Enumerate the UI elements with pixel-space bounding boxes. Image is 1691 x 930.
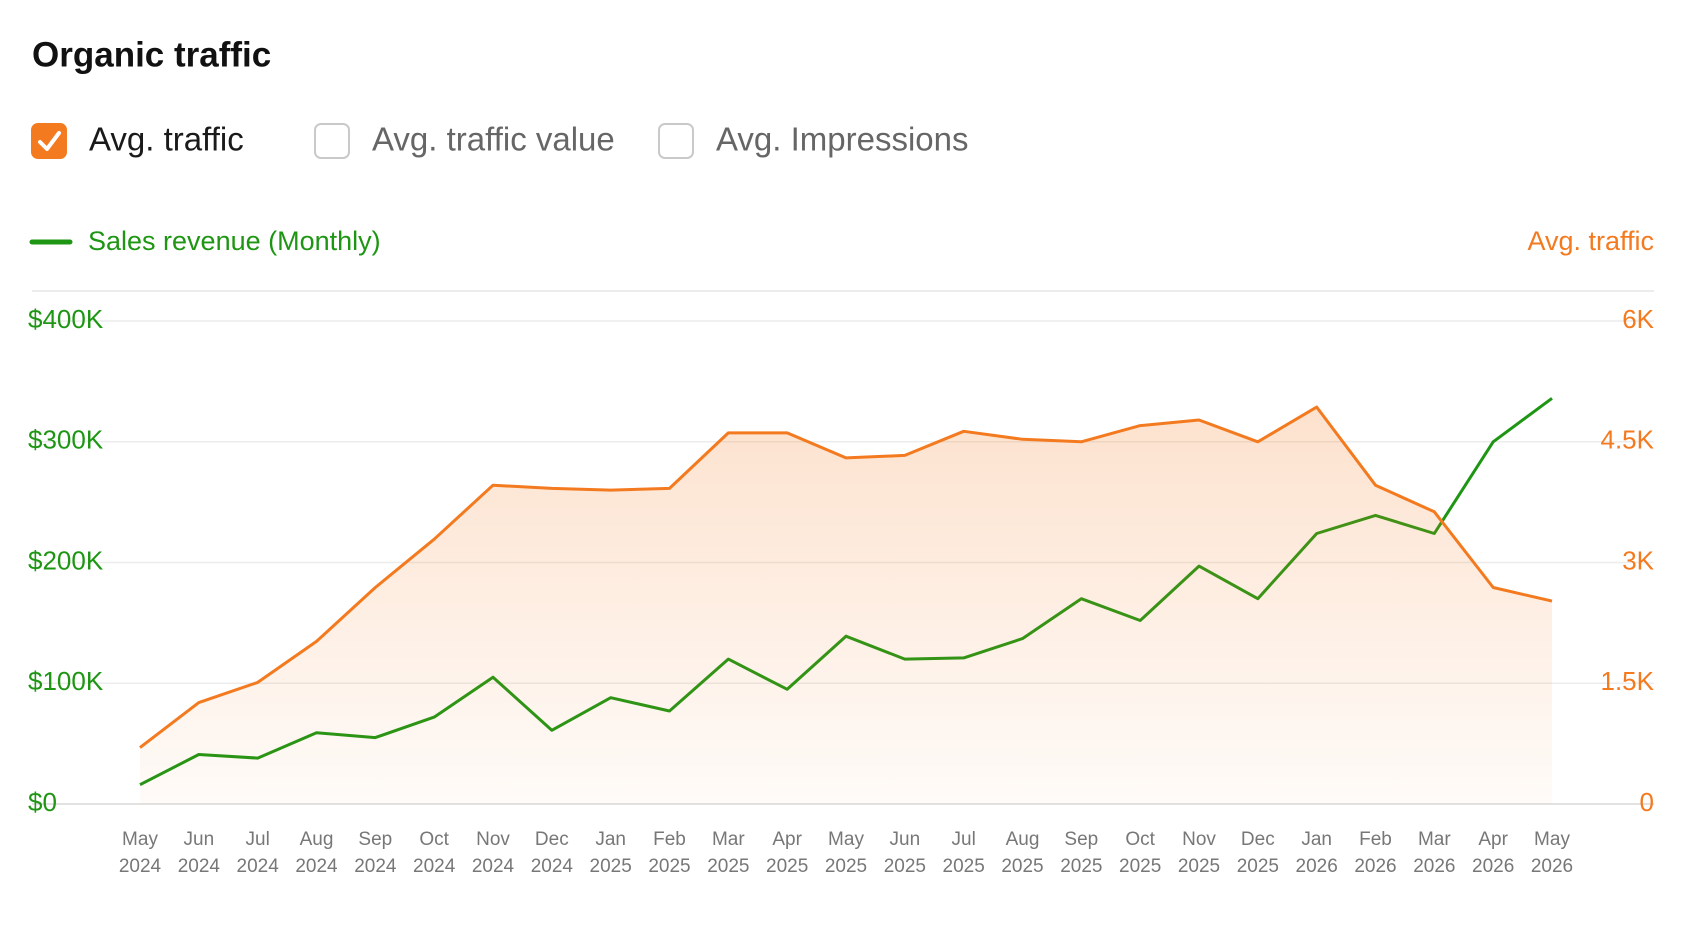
x-tick-label: May 2024 (119, 829, 162, 877)
y2-tick-label: 1.5K (1601, 666, 1655, 696)
checkbox-box[interactable] (658, 123, 694, 159)
x-tick-label: Jul 2025 (943, 829, 985, 877)
checkbox-box[interactable] (31, 123, 67, 159)
checkbox-label[interactable]: Avg. Impressions (716, 121, 969, 158)
x-tick-label: Aug 2024 (295, 829, 338, 877)
area (140, 407, 1552, 804)
x-tick-label: Jun 2025 (884, 829, 926, 877)
checkbox[interactable]: Avg. traffic value (314, 121, 615, 159)
x-tick-label: Jan 2025 (590, 829, 632, 877)
y-tick-label: $300K (28, 425, 104, 455)
x-tick-label: Aug 2025 (1001, 829, 1043, 877)
line (139, 405, 1553, 749)
x-tick-label: Dec 2025 (1237, 829, 1279, 877)
x-tick-label: Jan 2026 (1296, 829, 1338, 877)
legend-label: Sales revenue (Monthly) (88, 226, 381, 256)
y2-tick-label: 6K (1622, 304, 1654, 334)
x-tick-label: Apr 2026 (1472, 829, 1514, 877)
x-tick-label: May 2025 (825, 829, 867, 877)
y-tick-label: $100K (28, 666, 104, 696)
x-tick-label: May 2026 (1531, 829, 1573, 877)
chart-title: Organic traffic (32, 35, 271, 74)
x-tick-label: Sep 2025 (1060, 829, 1102, 877)
x-tick-label: Mar 2025 (707, 829, 749, 877)
x-tick-label: Feb 2025 (648, 829, 690, 877)
checkbox-label[interactable]: Avg. traffic (89, 121, 244, 158)
checkbox[interactable]: Avg. Impressions (658, 121, 969, 159)
y2-tick-label: 3K (1622, 545, 1654, 575)
y2-tick-label: 4.5K (1601, 425, 1655, 455)
y-tick-label: $0 (28, 787, 57, 817)
checkbox[interactable]: Avg. traffic (31, 121, 244, 159)
x-tick-label: Jul 2024 (237, 829, 280, 877)
x-tick-label: Sep 2024 (354, 829, 397, 877)
x-tick-label: Oct 2025 (1119, 829, 1161, 877)
y-tick-label: $200K (28, 545, 104, 575)
checkbox-box[interactable] (314, 123, 350, 159)
x-tick-label: Nov 2024 (472, 829, 515, 877)
x-tick-label: Oct 2024 (413, 829, 456, 877)
x-tick-label: Mar 2026 (1413, 829, 1455, 877)
x-tick-label: Jun 2024 (178, 829, 221, 877)
y2-tick-label: 0 (1640, 787, 1654, 817)
x-tick-label: Feb 2026 (1354, 829, 1396, 877)
x-tick-label: Dec 2024 (531, 829, 574, 877)
y-tick-label: $400K (28, 304, 104, 334)
x-tick-label: Nov 2025 (1178, 829, 1220, 877)
checkmark[interactable] (38, 131, 61, 151)
y2-axis-title: Avg. traffic (1527, 226, 1654, 256)
checkbox-label[interactable]: Avg. traffic value (372, 121, 615, 158)
x-tick-label: Apr 2025 (766, 829, 808, 877)
